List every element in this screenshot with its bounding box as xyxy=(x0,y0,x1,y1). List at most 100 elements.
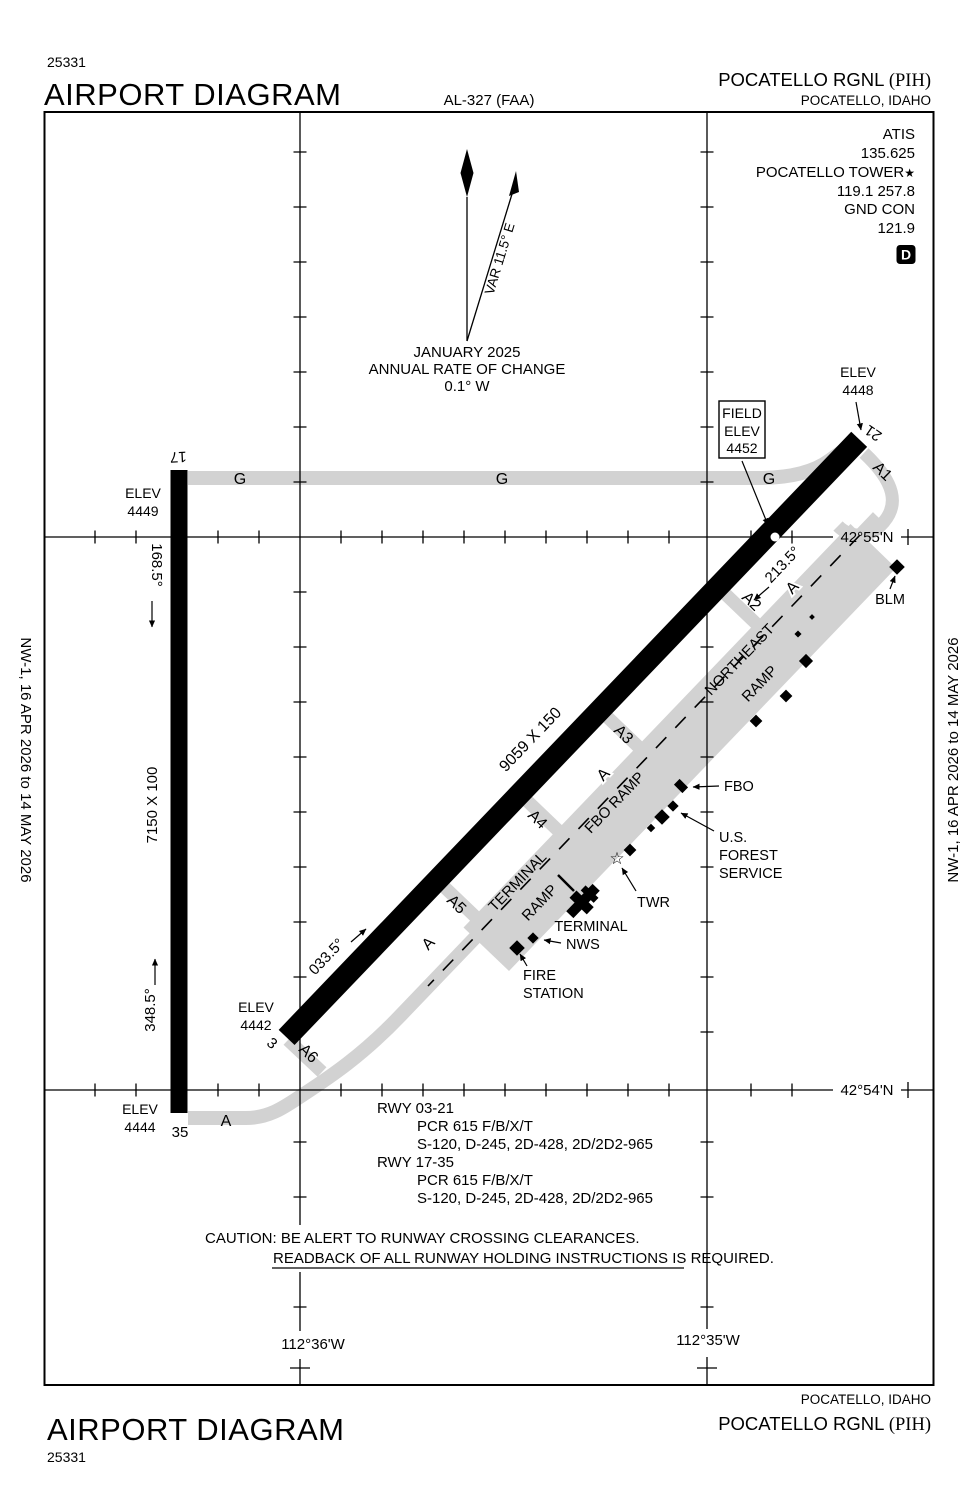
runway-17-35-shape xyxy=(170,470,188,1113)
runway-35-number: 35 xyxy=(172,1124,189,1141)
datis-symbol-box xyxy=(896,245,916,264)
taxiway-a-centerline xyxy=(427,534,861,987)
atis-frequency: 135.625 xyxy=(861,145,915,162)
airport-name-bottom: POCATELLO RGNL xyxy=(718,1413,889,1434)
annual-rate-label: ANNUAL RATE OF CHANGE xyxy=(369,361,566,378)
runway-data-block: RWY 03-21 PCR 615 F/B/X/T S-120, D-245, … xyxy=(377,1100,653,1207)
fire-station-label-2: STATION xyxy=(523,986,584,1002)
longitude-east-label: 112°35'W xyxy=(676,1332,740,1349)
ground-frequency: 121.9 xyxy=(877,220,915,237)
field-elev-line1: FIELD xyxy=(722,405,762,421)
usfs-label-3: SERVICE xyxy=(719,866,783,882)
heading-213-arrow xyxy=(753,586,770,601)
compass-rose: VAR 11.5° E JANUARY 2025 ANNUAL RATE OF … xyxy=(369,149,566,395)
caution-line2: READBACK OF ALL RUNWAY HOLDING INSTRUCTI… xyxy=(273,1250,774,1267)
map-border xyxy=(43,111,935,1386)
elev-4448-arrow xyxy=(855,401,863,431)
ground-label: GND CON xyxy=(844,201,915,218)
page-title: AIRPORT DIAGRAM xyxy=(44,77,341,112)
blm-label: BLM xyxy=(875,592,905,608)
taxiway-a-label-3: A xyxy=(419,934,439,954)
taxiway-g-label-3: G xyxy=(763,471,775,488)
airport-name: POCATELLO RGNL xyxy=(718,69,889,90)
elev-35-label: ELEV xyxy=(122,1101,158,1117)
usfs-label-2: FOREST xyxy=(719,848,778,864)
atis-label: ATIS xyxy=(883,126,915,143)
chart-number-bottom: 25331 xyxy=(47,1449,86,1465)
terminal-building-east xyxy=(580,885,599,903)
twr-arrow xyxy=(621,867,637,892)
airport-title: POCATELLO RGNL (PIH) xyxy=(718,69,931,91)
small-building-1 xyxy=(809,614,815,620)
field-elev-value: 4452 xyxy=(726,440,757,456)
airport-id: (PIH) xyxy=(889,71,931,91)
al-number: AL-327 (FAA) xyxy=(444,92,535,109)
chart-number-top: 25331 xyxy=(47,54,86,70)
elev-21-label: ELEV xyxy=(840,364,876,380)
city-state-top: POCATELLO, IDAHO xyxy=(801,93,931,108)
grid-labels: 42°55'N 42°54'N 112°36'W 112°35'W xyxy=(281,529,893,1353)
field-elev-line2: ELEV xyxy=(724,423,760,439)
fbo-building xyxy=(673,778,689,794)
footer-title: AIRPORT DIAGRAM xyxy=(47,1412,344,1447)
blm-arrow xyxy=(889,575,896,590)
fbo-label: FBO xyxy=(724,779,754,795)
variation-date: JANUARY 2025 xyxy=(413,344,520,361)
caution-block: CAUTION: BE ALERT TO RUNWAY CROSSING CLE… xyxy=(205,1230,774,1269)
taxiway-a-shape xyxy=(188,512,884,1125)
taxiway-g-label-1: G xyxy=(234,471,246,488)
fbo-arrow xyxy=(692,783,720,790)
apron-shape xyxy=(463,524,896,971)
true-north-arrowhead-icon xyxy=(460,149,474,197)
terminal-label: TERMINAL xyxy=(554,919,627,935)
elev-35-value: 4444 xyxy=(124,1119,155,1135)
elev-3-label: ELEV xyxy=(238,999,274,1015)
magnetic-variation-label: VAR 11.5° E xyxy=(482,221,518,296)
elev-21-value: 4448 xyxy=(842,382,873,398)
elev-17-value: 4449 xyxy=(127,503,158,519)
small-building-2 xyxy=(794,630,802,638)
usfs-label-1: U.S. xyxy=(719,830,747,846)
runway-03-21-shape xyxy=(278,431,868,1046)
heading-033-arrow xyxy=(350,928,367,943)
nws-arrow xyxy=(543,938,562,945)
elev-3-value: 4442 xyxy=(240,1017,271,1033)
ne-ramp-building-2 xyxy=(779,689,793,703)
caution-line1: CAUTION: BE ALERT TO RUNWAY CROSSING CLE… xyxy=(205,1230,640,1247)
leader-arrows xyxy=(148,401,896,985)
runway-3-number: 3 xyxy=(263,1034,280,1052)
tower-label: POCATELLO TOWER xyxy=(756,164,905,181)
city-state-bottom: POCATELLO, IDAHO xyxy=(801,1392,931,1407)
magnetic-north-line xyxy=(466,180,517,342)
heading-348-label: 348.5° xyxy=(142,988,159,1032)
latitude-south-label: 42°54'N xyxy=(840,1082,893,1099)
heading-168-label: 168.5° xyxy=(148,543,165,587)
footer: AIRPORT DIAGRAM 25331 POCATELLO, IDAHO P… xyxy=(47,1392,931,1465)
facility-labels: BLM FBO U.S. FOREST SERVICE TWR TERMINAL… xyxy=(523,592,905,1002)
elev-17-label: ELEV xyxy=(125,485,161,501)
tower-frequencies: 119.1 257.8 xyxy=(837,183,915,200)
rwy-0321-pcr: PCR 615 F/B/X/T xyxy=(417,1118,533,1135)
grid-lines xyxy=(44,112,934,1385)
terminal-building xyxy=(566,883,600,919)
annual-rate-value: 0.1° W xyxy=(444,378,490,395)
elevation-labels: ELEV 4449 ELEV 4448 ELEV 4442 ELEV 4444 xyxy=(122,364,876,1135)
terminal-building-wing xyxy=(569,890,594,915)
edition-banner-left: NW-1, 16 APR 2026 to 14 MAY 2026 xyxy=(17,637,34,882)
field-elevation-box: FIELD ELEV 4452 xyxy=(718,400,766,459)
field-elev-border xyxy=(718,400,766,459)
taxiway-g-label-2: G xyxy=(496,471,508,488)
rwy-0321-codes: S-120, D-245, 2D-428, 2D/2D2-965 xyxy=(417,1136,653,1153)
fire-station-arrow xyxy=(519,953,528,967)
datis-symbol: D xyxy=(901,247,911,263)
airport-title-bottom: POCATELLO RGNL (PIH) xyxy=(718,1413,931,1435)
taxiway-connectors-shape xyxy=(283,582,771,1077)
runway-17-35-dimensions: 7150 X 100 xyxy=(144,767,161,844)
part-time-star-icon: ★ xyxy=(904,166,915,180)
rwy-1735-codes: S-120, D-245, 2D-428, 2D/2D2-965 xyxy=(417,1190,653,1207)
nws-label: NWS xyxy=(566,937,600,953)
twr-label: TWR xyxy=(637,895,670,911)
magnetic-north-barb-icon xyxy=(509,171,519,196)
